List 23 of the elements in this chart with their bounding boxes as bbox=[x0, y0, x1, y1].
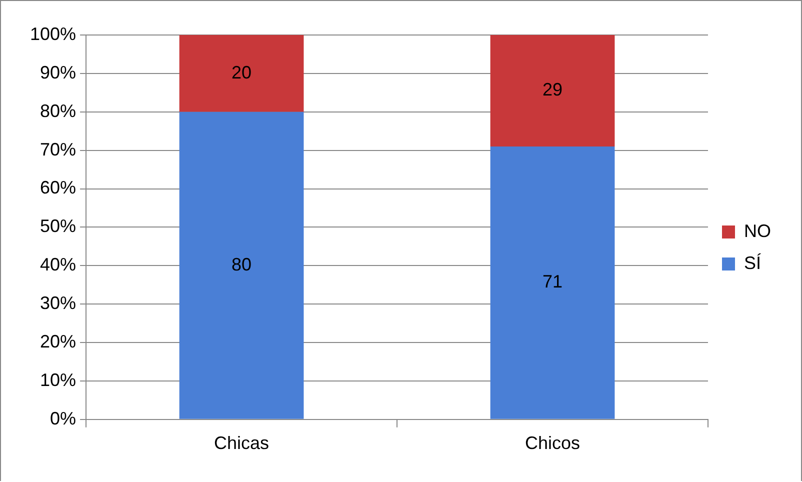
data-label: 80 bbox=[232, 254, 252, 274]
bar bbox=[179, 35, 304, 112]
legend-label: NO bbox=[744, 220, 771, 241]
bar bbox=[490, 35, 615, 146]
y-tick-label: 40% bbox=[40, 254, 76, 275]
y-tick-label: 10% bbox=[40, 370, 76, 390]
y-tick-label: 20% bbox=[40, 331, 76, 352]
data-label: 20 bbox=[232, 62, 252, 82]
y-tick-label: 70% bbox=[40, 139, 76, 160]
data-label: 29 bbox=[542, 80, 563, 100]
bar bbox=[179, 112, 304, 419]
y-tick-label: 50% bbox=[40, 216, 76, 236]
x-tick-label: Chicas bbox=[214, 433, 270, 454]
bar bbox=[490, 146, 615, 419]
data-label: 71 bbox=[542, 272, 563, 292]
y-tick-label: 30% bbox=[40, 293, 76, 314]
y-tick-label: 80% bbox=[40, 100, 76, 121]
y-tick-label: 0% bbox=[50, 408, 76, 428]
x-tick-label: Chicos bbox=[524, 433, 580, 454]
y-tick-label: 60% bbox=[40, 178, 76, 198]
legend-label: SÍ bbox=[744, 252, 762, 273]
y-tick-label: 100% bbox=[30, 24, 76, 44]
y-tick-label: 90% bbox=[40, 62, 76, 82]
